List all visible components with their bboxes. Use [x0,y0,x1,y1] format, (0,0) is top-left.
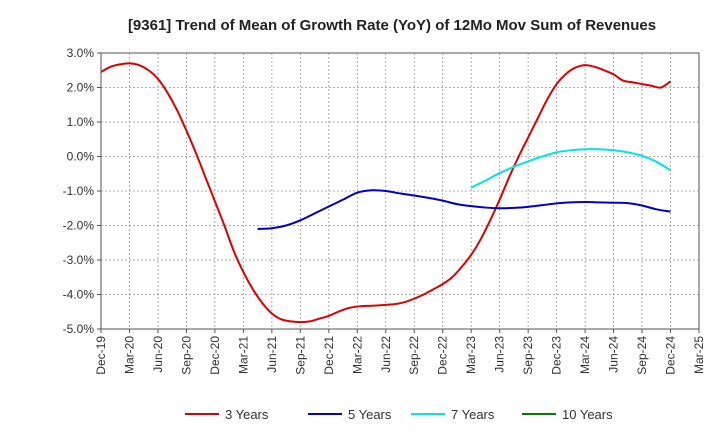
grid-layer [101,53,699,329]
y-tick-label: 2.0% [67,81,95,95]
y-axis: -5.0% -4.0% -3.0% -2.0% -1.0% 0.0% 1.0% 2.0% 3.0… [63,46,101,336]
x-tick-label: Mar-23 [464,336,478,374]
legend-item-7-years: 7 Years [411,407,495,422]
series-line-7-years [470,148,672,189]
x-tick-label: Mar-24 [578,336,592,374]
legend-label: 5 Years [348,407,392,422]
y-tick-label: -3.0% [63,253,95,267]
legend-label: 7 Years [451,407,495,422]
x-tick-label: Sep-23 [521,336,535,375]
chart-title: [9361] Trend of Mean of Growth Rate (YoY… [128,17,656,34]
series-line-3-years [100,62,672,324]
legend-item-3-years: 3 Years [185,407,269,422]
x-tick-label: Sep-22 [407,336,421,375]
series-layer [100,62,672,324]
x-tick-label: Jun-24 [607,336,621,373]
y-tick-label: 1.0% [67,115,95,129]
legend-item-5-years: 5 Years [308,407,392,422]
y-tick-label: -4.0% [63,288,95,302]
legend-item-10-years: 10 Years [522,407,613,422]
legend: 3 Years 5 Years 7 Years 10 Years [185,407,613,422]
y-tick-label: 0.0% [67,150,95,164]
x-tick-label: Dec-24 [664,336,678,375]
x-tick-label: Dec-19 [94,336,108,375]
x-tick-label: Dec-20 [208,336,222,375]
x-tick-label: Jun-23 [493,336,507,373]
y-tick-label: 3.0% [67,46,95,60]
x-tick-label: Dec-23 [550,336,564,375]
x-tick-label: Jun-20 [151,336,165,373]
x-axis: Dec-19 Mar-20 Jun-20 Sep-20 Dec-20 Mar-21 Jun-… [94,329,706,375]
x-tick-label: Mar-22 [350,336,364,374]
x-tick-label: Mar-20 [122,336,136,374]
x-tick-label: Jun-21 [265,336,279,373]
x-tick-label: Mar-25 [692,336,706,374]
y-tick-label: -5.0% [63,322,95,336]
x-tick-label: Jun-22 [379,336,393,373]
x-tick-label: Dec-22 [436,336,450,375]
legend-label: 3 Years [225,407,269,422]
x-tick-label: Sep-20 [179,336,193,375]
x-tick-label: Dec-21 [322,336,336,375]
y-tick-label: -1.0% [63,184,95,198]
x-tick-label: Sep-21 [293,336,307,375]
series-line-5-years [257,189,671,230]
y-tick-label: -2.0% [63,219,95,233]
legend-label: 10 Years [562,407,613,422]
x-tick-label: Sep-24 [635,336,649,375]
x-tick-label: Mar-21 [236,336,250,374]
